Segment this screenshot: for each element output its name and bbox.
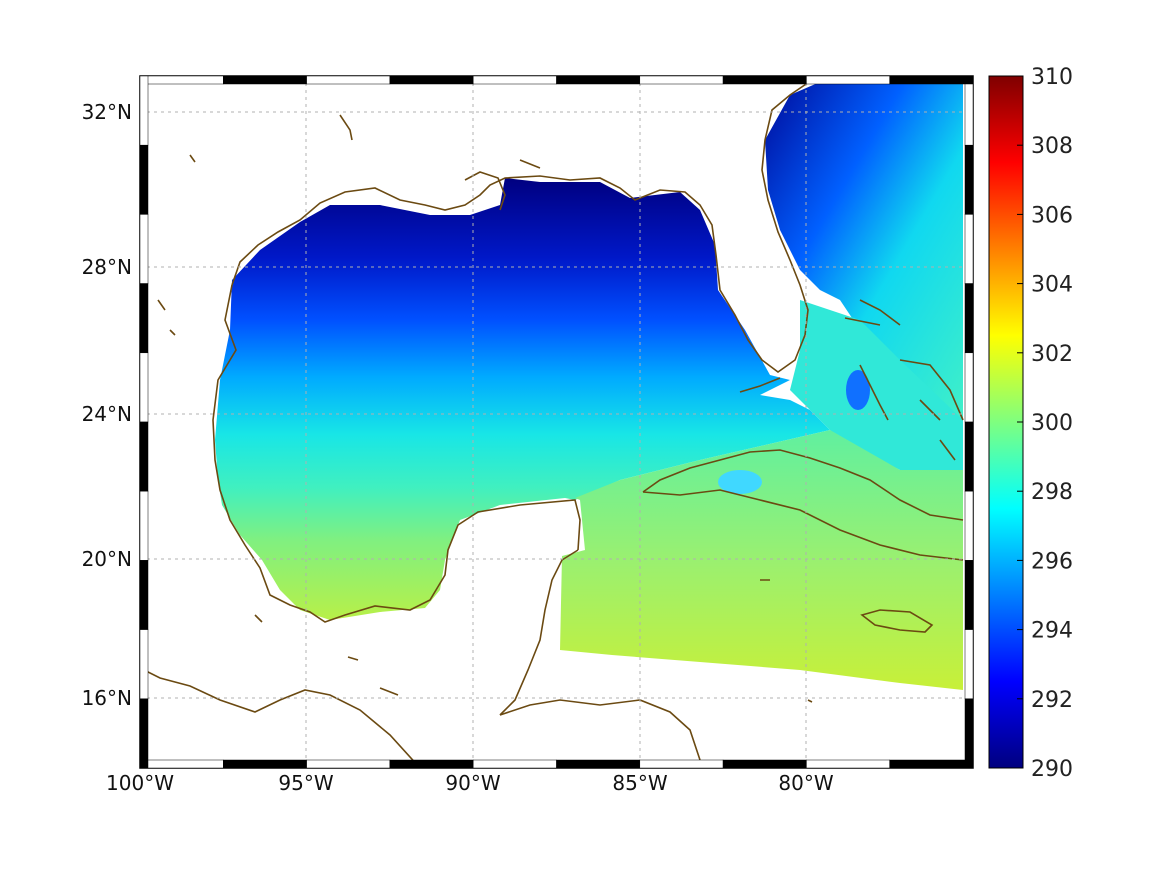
frame-segment xyxy=(964,75,974,146)
colorbar-tick-label: 294 xyxy=(1031,619,1073,644)
jamaica-coastline xyxy=(860,609,934,633)
frame-segment xyxy=(639,759,724,769)
mexico-gulf-coast xyxy=(212,284,581,623)
cool-patch xyxy=(846,370,870,410)
frame-segment xyxy=(889,75,974,85)
frame-segment xyxy=(139,490,149,561)
frame-segment xyxy=(722,75,807,85)
frame-segment xyxy=(139,352,149,423)
lat-tick-label: 32°N xyxy=(82,100,132,124)
lat-tick-labels: 16°N 20°N 24°N 28°N 32°N xyxy=(82,100,132,710)
honduras-coast xyxy=(499,699,701,761)
florida-keys xyxy=(739,377,781,393)
frame-segment xyxy=(639,75,724,85)
frame-segment xyxy=(964,698,974,769)
colorbar-tick-label: 292 xyxy=(1031,688,1073,713)
lon-tick-label: 100°W xyxy=(106,771,174,795)
colorbar-tick-label: 302 xyxy=(1031,342,1073,367)
small-islands xyxy=(157,114,813,703)
frame-segment xyxy=(964,283,974,354)
frame-segment xyxy=(139,560,149,630)
frame-segment xyxy=(806,759,890,769)
colorbar-tick-label: 300 xyxy=(1031,411,1073,436)
yucatan-east-coast xyxy=(499,549,579,716)
lon-tick-label: 85°W xyxy=(612,771,667,795)
frame-segment xyxy=(806,75,890,85)
atlantic-sst xyxy=(765,82,963,420)
central-america-coast xyxy=(140,667,421,768)
frame-segment xyxy=(139,759,224,769)
lat-tick-label: 24°N xyxy=(82,402,132,426)
lat-tick-label: 28°N xyxy=(82,255,132,279)
cuba-coastline xyxy=(642,449,964,561)
lat-tick-label: 16°N xyxy=(82,686,132,710)
mississippi-delta xyxy=(464,159,541,211)
lon-tick-label: 95°W xyxy=(278,771,333,795)
frame-segment xyxy=(964,421,974,492)
frame-segment xyxy=(389,75,474,85)
colorbar-tick-label: 308 xyxy=(1031,134,1073,159)
frame-checks xyxy=(139,75,974,769)
graticule xyxy=(140,76,973,768)
colorbar: 310 308 306 304 302 300 298 296 294 292 290 xyxy=(988,65,1073,782)
lon-tick-label: 80°W xyxy=(778,771,833,795)
sst-field xyxy=(140,76,973,768)
frame-segment xyxy=(223,759,307,769)
frame-segment xyxy=(889,759,974,769)
frame-segment xyxy=(964,144,974,215)
frame-segment xyxy=(306,759,391,769)
frame-segment xyxy=(556,759,641,769)
frame-segment xyxy=(556,75,641,85)
colorbar-tick-label: 290 xyxy=(1031,757,1073,782)
colorbar-tick-label: 306 xyxy=(1031,203,1073,228)
lon-tick-labels: 100°W 95°W 90°W 85°W 80°W xyxy=(106,771,834,795)
frame-segment xyxy=(139,75,149,146)
frame-segment xyxy=(472,75,557,85)
us-gulf-coast xyxy=(231,79,813,373)
frame-segment xyxy=(964,490,974,561)
colorbar-ticks xyxy=(1017,75,1023,769)
lat-tick-label: 20°N xyxy=(82,547,132,571)
frame-segment xyxy=(306,75,391,85)
frame-segment xyxy=(139,75,224,85)
frame-segment xyxy=(223,75,307,85)
frame-segment xyxy=(139,144,149,215)
colorbar-tick-label: 304 xyxy=(1031,273,1073,298)
colorbar-tick-label: 310 xyxy=(1031,65,1073,90)
frame-segment xyxy=(139,214,149,284)
caribbean-sst xyxy=(560,430,963,690)
frame-segment xyxy=(722,759,807,769)
coastlines xyxy=(140,79,964,768)
frame-segment xyxy=(472,759,557,769)
colorbar-tick-label: 298 xyxy=(1031,480,1073,505)
bahamas-islands xyxy=(844,299,964,461)
lon-tick-label: 90°W xyxy=(445,771,500,795)
bahamas-sst xyxy=(790,300,963,470)
cuba-bay-patch xyxy=(718,470,762,494)
frame-segment xyxy=(964,629,974,700)
frame-segment xyxy=(139,283,149,354)
colorbar-labels: 310 308 306 304 302 300 298 296 294 292 290 xyxy=(1031,65,1073,782)
frame-segment xyxy=(964,214,974,284)
frame-segment xyxy=(389,759,474,769)
frame-segment xyxy=(964,560,974,630)
frame-segment xyxy=(139,629,149,700)
frame-segment xyxy=(139,421,149,492)
frame-segment xyxy=(139,698,149,769)
frame-segment xyxy=(964,352,974,423)
map-area: 100°W 95°W 90°W 85°W 80°W 16°N 20°N 24°N… xyxy=(82,75,974,795)
colorbar-tick-label: 296 xyxy=(1031,549,1073,574)
gulf-of-mexico-sst xyxy=(215,178,830,620)
map-frame xyxy=(139,75,974,769)
